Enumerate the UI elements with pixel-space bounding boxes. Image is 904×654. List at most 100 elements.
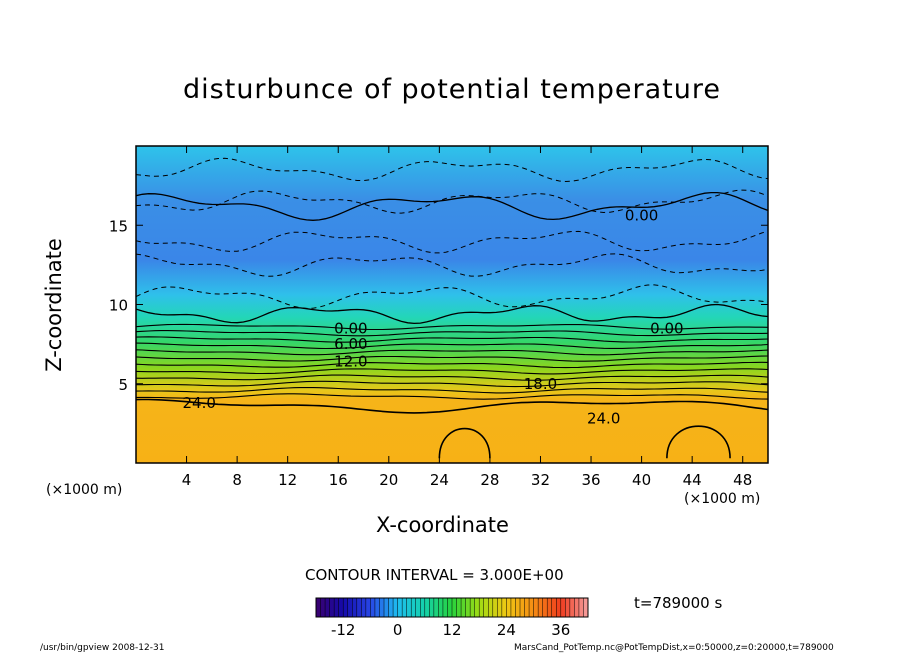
colorbar-swatch <box>556 598 562 617</box>
y-axis: 5 10 15 <box>109 217 768 394</box>
colorbar-swatch <box>325 598 330 617</box>
colorbar-swatch <box>538 598 544 617</box>
colorbar-swatch <box>338 598 344 617</box>
contour-warm-cell <box>438 427 491 459</box>
colorbar-swatch <box>406 598 412 617</box>
x-tick-label: 20 <box>379 471 398 489</box>
colorbar-swatch <box>438 598 444 617</box>
contour-positive <box>136 342 768 350</box>
contour-label: 0.00 <box>650 319 683 337</box>
colorbar-swatch <box>515 598 521 617</box>
colorbar-swatch <box>442 598 448 617</box>
contour-positive <box>136 361 768 369</box>
colorbar-swatch <box>316 598 321 617</box>
colorbar-swatch <box>488 598 494 617</box>
y-tick-label: 15 <box>109 217 128 235</box>
colorbar-tick-label: -12 <box>331 621 356 639</box>
colorbar-tick-label: 24 <box>497 621 516 639</box>
contour-negative <box>136 284 768 309</box>
x-tick-label: 12 <box>278 471 297 489</box>
colorbar-swatch <box>429 598 435 617</box>
colorbar-swatch <box>379 598 385 617</box>
contour-positive <box>136 368 768 375</box>
contour-positive <box>136 323 768 331</box>
colorbar-swatch <box>334 598 340 617</box>
colorbar-swatch <box>420 598 426 617</box>
colorbar-swatch <box>320 598 326 617</box>
x-tick-label: 4 <box>182 471 192 489</box>
colorbar-swatch <box>465 598 471 617</box>
colorbar-swatch <box>470 598 476 617</box>
colorbar-swatch <box>533 598 539 617</box>
x-tick-label: 24 <box>430 471 449 489</box>
colorbar-swatch <box>388 598 394 617</box>
y-tick-label: 10 <box>109 297 128 315</box>
colorbar-swatch <box>343 598 349 617</box>
x-axis: 4 8 12 16 20 24 28 32 36 40 44 48 <box>182 146 752 489</box>
contour-positive <box>136 349 768 356</box>
colorbar-swatch <box>347 598 353 617</box>
x-tick-label: 48 <box>733 471 752 489</box>
contour-positive <box>136 393 768 400</box>
colorbar-swatch <box>424 598 430 617</box>
contour-positive <box>136 386 768 394</box>
colorbar-swatch <box>374 598 380 617</box>
colorbar-swatch <box>393 598 398 617</box>
contour-label: 18.0 <box>524 375 557 393</box>
colorbar-swatch <box>397 598 403 617</box>
contour-warm-cell <box>666 425 731 459</box>
x-unit-right: (×1000 m) <box>684 491 761 507</box>
contour-positive <box>136 336 768 343</box>
colorbar-tick-label: 12 <box>442 621 461 639</box>
colorbar-swatch <box>461 598 466 617</box>
x-unit-left: (×1000 m) <box>46 482 123 498</box>
x-tick-label: 40 <box>632 471 651 489</box>
contour-positive <box>136 380 768 388</box>
colorbar-swatch <box>474 598 480 617</box>
colorbar-swatch <box>433 598 439 617</box>
colorbar-swatch <box>356 598 362 617</box>
colorbar-swatch <box>524 598 530 617</box>
plot-area <box>136 146 768 463</box>
colorbar-swatch <box>510 598 516 617</box>
contour-positive <box>136 398 768 414</box>
colorbar-swatch <box>415 598 421 617</box>
colorbar-swatch <box>565 598 571 617</box>
chart-title: disturbunce of potential temperature <box>183 74 721 105</box>
contour-label: 0.00 <box>334 319 367 337</box>
contour-label: 24.0 <box>182 394 215 412</box>
x-tick-label: 28 <box>480 471 499 489</box>
contour-label: 24.0 <box>587 410 620 428</box>
x-tick-label: 44 <box>683 471 702 489</box>
colorbar-swatch <box>520 598 525 617</box>
y-axis-label: Z-coordinate <box>42 238 66 372</box>
colorbar-tick-label: 0 <box>393 621 403 639</box>
colorbar-swatch <box>569 598 575 617</box>
footer-left: /usr/bin/gpview 2008-12-31 <box>40 643 165 653</box>
x-axis-label: X-coordinate <box>376 513 509 537</box>
colorbar-swatch <box>492 598 498 617</box>
field-background <box>136 146 768 463</box>
colorbar-swatch <box>483 598 489 617</box>
contour-positive <box>136 191 768 221</box>
y-tick-label: 5 <box>118 376 128 394</box>
contour-label: 0.00 <box>625 207 658 225</box>
colorbar-swatch <box>583 598 589 617</box>
contour-negative <box>136 230 768 254</box>
colorbar-swatch <box>361 598 367 617</box>
colorbar-swatch <box>574 598 580 617</box>
x-tick-label: 8 <box>232 471 242 489</box>
colorbar-swatch <box>402 598 408 617</box>
colorbar-swatch <box>370 598 376 617</box>
contour-positive <box>136 355 768 362</box>
colorbar-swatch <box>456 598 462 617</box>
contour-interval: CONTOUR INTERVAL = 3.000E+00 <box>305 566 564 584</box>
x-tick-label: 36 <box>581 471 600 489</box>
contour-lines <box>136 157 768 459</box>
contour-negative <box>136 189 768 214</box>
contour-negative <box>136 157 768 183</box>
colorbar-swatch <box>365 598 371 617</box>
colorbar-tick-label: 36 <box>551 621 570 639</box>
